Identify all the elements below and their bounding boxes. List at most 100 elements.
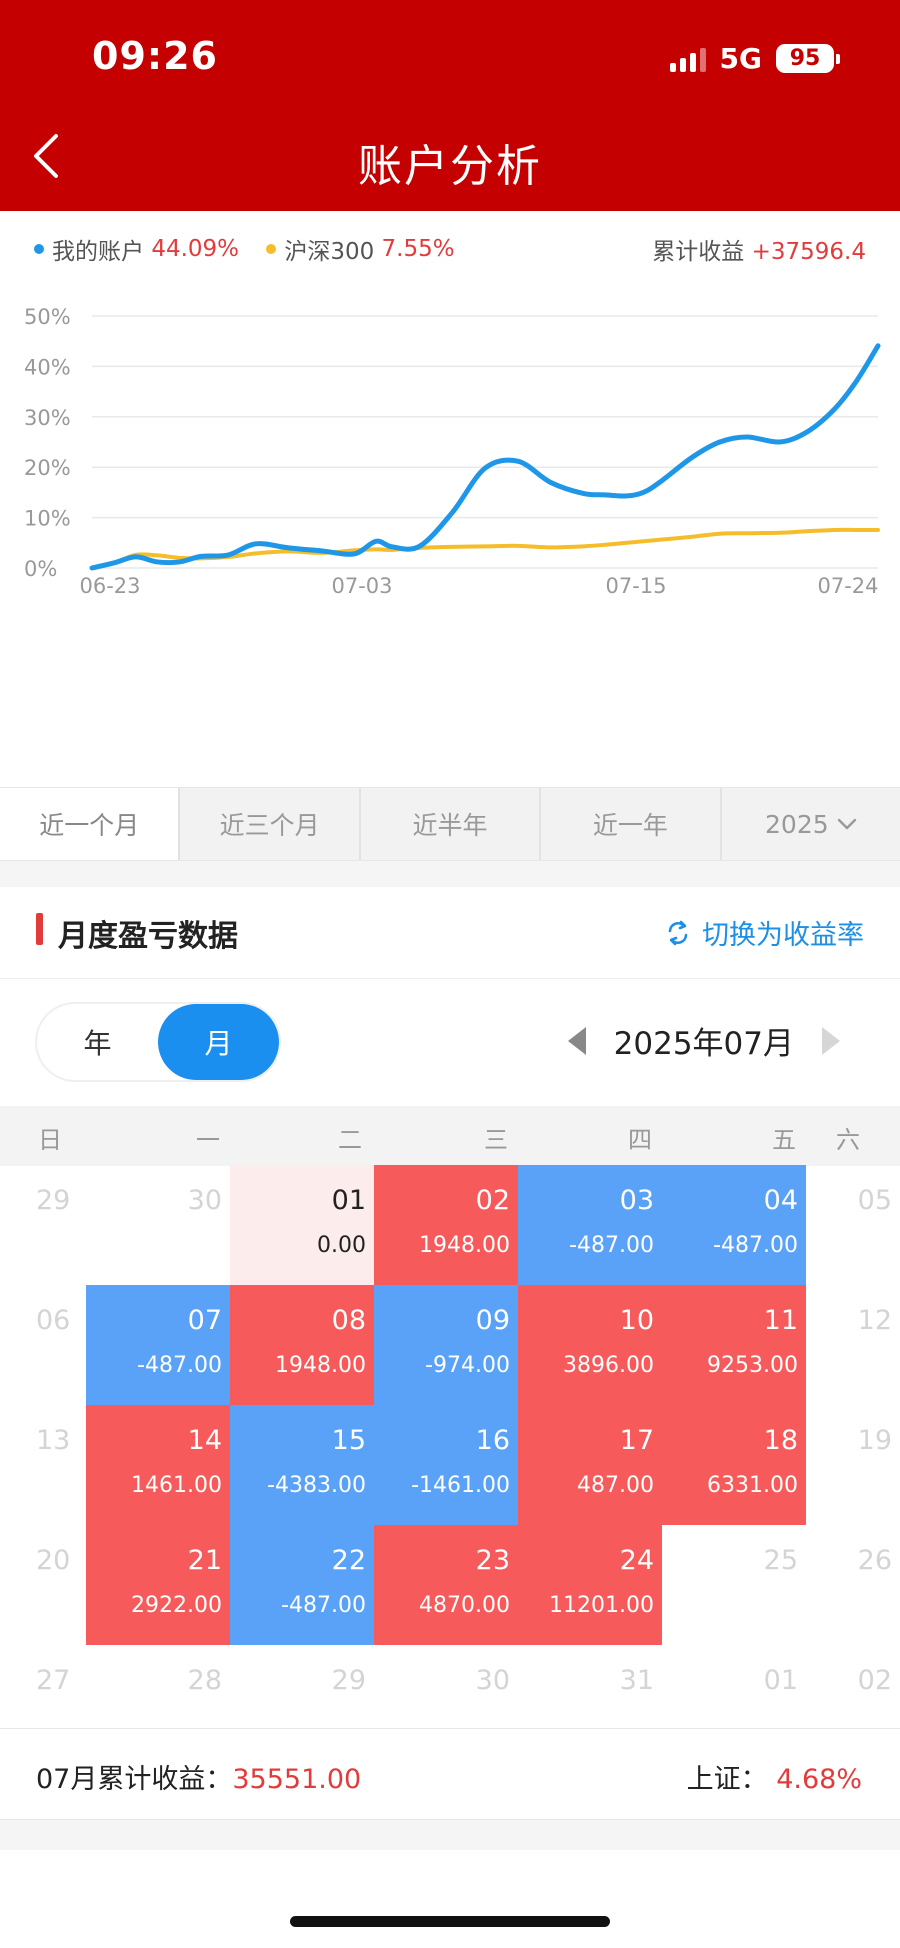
calendar-day-pnl: 2922.00 xyxy=(131,1593,222,1618)
calendar-day[interactable]: 18 6331.00 xyxy=(662,1405,806,1525)
x-tick-label: 07-15 xyxy=(605,574,666,598)
calendar-day[interactable]: 17 487.00 xyxy=(518,1405,662,1525)
next-month-arrow-icon[interactable] xyxy=(822,1026,840,1055)
legend-my-account-label: 我的账户 xyxy=(52,239,144,265)
back-button[interactable] xyxy=(26,128,66,184)
home-indicator[interactable] xyxy=(290,1916,610,1927)
weekday-mon: 一 xyxy=(196,1126,220,1154)
calendar-day-number: 25 xyxy=(763,1545,798,1576)
calendar-day: 13 xyxy=(0,1405,86,1525)
y-tick-label: 30% xyxy=(24,406,71,430)
status-indicators: 5G 95 xyxy=(669,42,840,75)
blue-dot-icon xyxy=(34,244,44,254)
weekday-tue: 二 xyxy=(338,1126,362,1154)
calendar-day-pnl: -487.00 xyxy=(713,1233,798,1258)
year-select-label: 2025 xyxy=(765,809,829,839)
period-tabs: 近一个月 近三个月 近半年 近一年 2025 xyxy=(0,787,900,861)
y-tick-label: 10% xyxy=(24,507,71,531)
switch-to-rate-button[interactable]: 切换为收益率 xyxy=(664,913,864,952)
shanghai-index-label: 上证： xyxy=(686,1764,768,1795)
prev-month-arrow-icon[interactable] xyxy=(567,1026,586,1055)
calendar-day-pnl: 3896.00 xyxy=(563,1353,654,1378)
calendar-day: 19 xyxy=(806,1405,900,1525)
tab-3-months[interactable]: 近三个月 xyxy=(180,788,361,860)
calendar-day-number: 22 xyxy=(331,1545,366,1576)
calendar-day: 02 xyxy=(806,1645,900,1765)
footer-band xyxy=(0,1820,900,1850)
weekday-thu: 四 xyxy=(628,1126,652,1154)
current-month-label: 2025年07月 xyxy=(613,1026,794,1062)
cumulative-return: 累计收益 +37596.4 xyxy=(652,232,866,266)
toggle-year[interactable]: 年 xyxy=(83,1027,112,1060)
calendar-day[interactable]: 07 -487.00 xyxy=(86,1285,230,1405)
calendar-day-pnl: 9253.00 xyxy=(707,1353,798,1378)
calendar-day[interactable]: 21 2922.00 xyxy=(86,1525,230,1645)
calendar-day: 31 xyxy=(518,1645,662,1765)
y-tick-label: 50% xyxy=(24,305,71,329)
calendar-day-pnl: 0.00 xyxy=(317,1233,366,1258)
calendar-day[interactable]: 24 11201.00 xyxy=(518,1525,662,1645)
calendar-day: 26 xyxy=(806,1525,900,1645)
calendar-day[interactable]: 02 1948.00 xyxy=(374,1165,518,1285)
legend-index-value: 7.55% xyxy=(381,236,455,262)
calendar-day-number: 11 xyxy=(763,1305,798,1336)
series-line-my-account xyxy=(89,343,881,571)
calendar-day-number: 01 xyxy=(763,1665,798,1696)
tab-half-year[interactable]: 近半年 xyxy=(361,788,542,860)
calendar-day[interactable]: 22 -487.00 xyxy=(230,1525,374,1645)
shanghai-index-value: 4.68% xyxy=(776,1764,862,1795)
calendar-day[interactable]: 23 4870.00 xyxy=(374,1525,518,1645)
chevron-down-icon xyxy=(837,818,856,830)
calendar-day-number: 21 xyxy=(187,1545,222,1576)
page-title: 账户分析 xyxy=(358,141,542,192)
calendar-day: 25 xyxy=(662,1525,806,1645)
chevron-left-icon xyxy=(34,134,58,178)
calendar-day-number: 20 xyxy=(36,1545,71,1576)
y-tick-label: 20% xyxy=(24,456,71,480)
monthly-cumulative-value: 35551.00 xyxy=(232,1764,362,1795)
calendar-day-number: 27 xyxy=(36,1665,71,1696)
cumulative-return-label: 累计收益 xyxy=(652,239,745,265)
weekday-sat: 六 xyxy=(836,1126,860,1154)
weekday-fri: 五 xyxy=(772,1126,796,1154)
calendar-day[interactable]: 08 1948.00 xyxy=(230,1285,374,1405)
calendar-day: 27 xyxy=(0,1645,86,1765)
calendar-day[interactable]: 11 9253.00 xyxy=(662,1285,806,1405)
calendar-day: 12 xyxy=(806,1285,900,1405)
calendar-day-number: 26 xyxy=(857,1545,892,1576)
calendar-day[interactable]: 09 -974.00 xyxy=(374,1285,518,1405)
calendar-day-number: 31 xyxy=(619,1665,654,1696)
calendar-day-number: 06 xyxy=(36,1305,71,1336)
calendar-day[interactable]: 03 -487.00 xyxy=(518,1165,662,1285)
tab-year-select[interactable]: 2025 xyxy=(722,788,900,860)
calendar-day[interactable]: 04 -487.00 xyxy=(662,1165,806,1285)
calendar-day[interactable]: 10 3896.00 xyxy=(518,1285,662,1405)
calendar-day-pnl: 6331.00 xyxy=(707,1473,798,1498)
calendar-day-number: 02 xyxy=(857,1665,892,1696)
yellow-dot-icon xyxy=(266,244,277,254)
year-month-toggle: 年 月 xyxy=(37,1004,279,1080)
pnl-calendar: 29 30 01 0.00 02 1948.00 03 -487.00 04 -487.00 05 0… xyxy=(0,1165,900,1720)
section-divider xyxy=(0,861,900,887)
tab-1-month[interactable]: 近一个月 xyxy=(0,788,181,860)
legend-my-account-value: 44.09% xyxy=(151,236,240,262)
calendar-day-pnl: -974.00 xyxy=(425,1353,510,1378)
tab-1-year[interactable]: 近一年 xyxy=(541,788,722,860)
toggle-month[interactable]: 月 xyxy=(158,1004,279,1080)
section-title: 月度盈亏数据 xyxy=(58,919,238,954)
calendar-day[interactable]: 16 -1461.00 xyxy=(374,1405,518,1525)
calendar-day[interactable]: 01 0.00 xyxy=(230,1165,374,1285)
y-tick-label: 0% xyxy=(24,557,57,581)
calendar-day-number: 30 xyxy=(187,1185,222,1216)
calendar-day[interactable]: 15 -4383.00 xyxy=(230,1405,374,1525)
calendar-day[interactable]: 14 1461.00 xyxy=(86,1405,230,1525)
calendar-day-number: 18 xyxy=(763,1425,798,1456)
chart-legend: 我的账户 44.09% 沪深300 7.55% 累计收益 +37596.4 xyxy=(34,232,866,266)
calendar-day: 20 xyxy=(0,1525,86,1645)
calendar-day: 28 xyxy=(86,1645,230,1765)
legend-index: 沪深300 7.55% xyxy=(266,232,455,266)
network-type: 5G xyxy=(719,42,762,75)
weekday-sun: 日 xyxy=(38,1126,62,1154)
return-line-chart[interactable]: 50% 40% 30% 20% 10% 0% 06-23 07-03 07-15 07-24 xyxy=(0,290,900,750)
